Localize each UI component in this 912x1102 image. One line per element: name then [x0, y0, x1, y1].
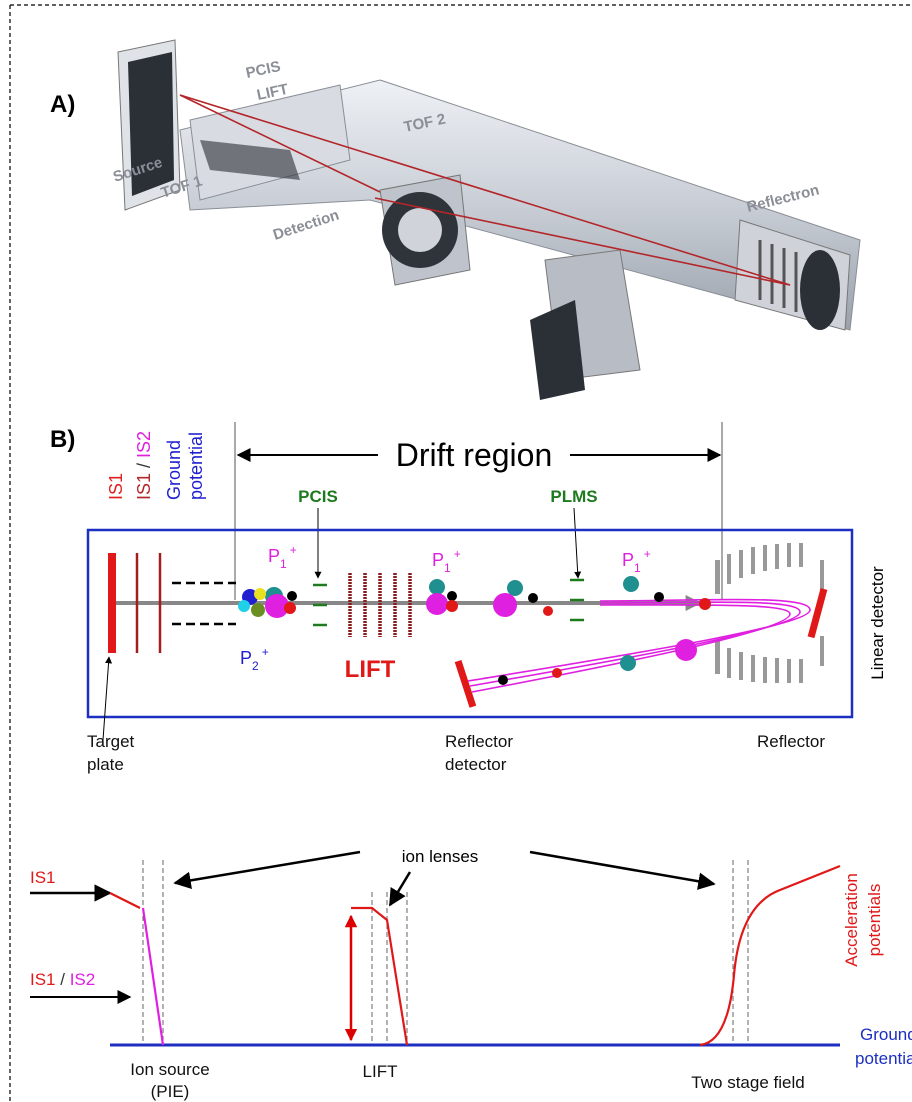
reflector-detector-label: Reflector	[445, 732, 513, 751]
source-electrodes	[135, 553, 162, 653]
pointer	[102, 656, 113, 741]
component-label: Detection	[271, 207, 341, 244]
text-part: P	[268, 546, 280, 566]
ion-source-label: Ion source	[130, 1060, 209, 1079]
potential-label: IS1 / IS2	[134, 431, 154, 500]
ion-label: P2+	[240, 645, 269, 673]
ion-trajectory	[467, 598, 811, 693]
text-part: /	[134, 458, 154, 473]
target-label: Target	[87, 732, 135, 751]
two-stage-label: Two stage field	[691, 1073, 804, 1092]
reflectron-grids	[715, 543, 824, 683]
text-part: 1	[634, 561, 641, 575]
ion-lenses-label: ion lenses	[402, 847, 479, 866]
text-part: +	[644, 547, 651, 561]
text-part: IS2	[134, 431, 154, 458]
instrument-drawing	[117, 39, 861, 400]
text-part: P	[240, 648, 252, 668]
text-part: +	[290, 543, 297, 557]
acceleration-label: Acceleration	[842, 873, 861, 967]
potential-label: IS1	[106, 473, 126, 500]
label-bg	[378, 435, 570, 473]
panel-label: A)	[50, 91, 75, 118]
reflector-detector-label: detector	[445, 755, 507, 774]
lift-position-label: LIFT	[363, 1062, 398, 1081]
lens-positions	[142, 860, 749, 1045]
pointer	[573, 507, 582, 579]
ground-label: potential	[855, 1049, 912, 1068]
lens-pointers	[173, 850, 716, 907]
text-part: +	[454, 547, 461, 561]
text-part: 1	[444, 561, 451, 575]
potential-label: IS1 / IS2	[30, 970, 95, 989]
ion-label: P1+	[432, 547, 461, 575]
ions	[238, 576, 711, 685]
potential-curves	[109, 864, 841, 1047]
linear-detector-label: Linear detector	[868, 566, 887, 680]
text-part: +	[262, 645, 269, 659]
target-label: plate	[87, 755, 124, 774]
ground-label: Ground	[860, 1025, 912, 1044]
lift-label: LIFT	[345, 656, 396, 683]
pcis-label: PCIS	[298, 487, 338, 506]
component-label: LIFT	[255, 81, 289, 104]
linear-detector	[807, 588, 828, 639]
instrument-box	[86, 528, 854, 719]
text-part: 1	[280, 557, 287, 571]
ion-lens	[172, 581, 236, 626]
component-label: Reflectron	[745, 181, 821, 215]
drift-label: Drift region	[396, 437, 553, 473]
potential-label: potential	[186, 432, 206, 500]
panel-label: B)	[50, 426, 75, 453]
plms-label: PLMS	[550, 487, 597, 506]
target-plate	[108, 553, 116, 653]
acceleration-label: potentials	[865, 884, 884, 957]
frame	[9, 4, 912, 1102]
ion-label: P1+	[268, 543, 297, 571]
text-part: P	[622, 550, 634, 570]
text-part: P	[432, 550, 444, 570]
text-part: /	[56, 970, 70, 989]
text-part: IS1	[134, 473, 154, 500]
ion-label: P1+	[622, 547, 651, 575]
potential-label: IS1	[30, 868, 56, 887]
reflector-detector	[454, 659, 477, 708]
gate-electrodes	[313, 578, 584, 627]
text-part: IS1	[30, 970, 56, 989]
lift-electrodes	[348, 573, 412, 637]
ion-source-label: (PIE)	[151, 1082, 190, 1101]
text-part: IS2	[70, 970, 96, 989]
component-label: PCIS	[244, 58, 282, 82]
text-part: 2	[252, 659, 259, 673]
potential-label: Ground	[164, 440, 184, 500]
reflector-label: Reflector	[757, 732, 825, 751]
drift-markers	[234, 422, 723, 600]
